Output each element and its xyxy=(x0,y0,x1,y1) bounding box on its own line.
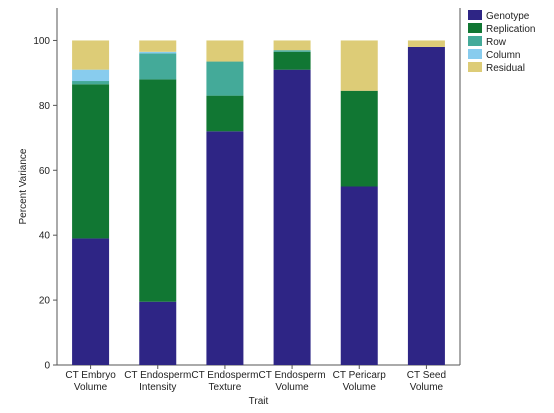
x-tick-label: Volume xyxy=(74,382,108,393)
x-tick-label: Volume xyxy=(410,382,444,393)
bar-segment-genotype xyxy=(72,238,110,365)
x-tick-label: Volume xyxy=(275,382,309,393)
bar-segment-residual xyxy=(273,40,311,51)
x-tick-label: CT Pericarp xyxy=(333,370,387,381)
legend-swatch-residual xyxy=(468,62,482,72)
bar-segment-residual xyxy=(407,40,445,47)
y-tick-label: 0 xyxy=(44,361,50,372)
legend-label-residual: Residual xyxy=(486,63,525,74)
bar-segment-residual xyxy=(72,40,110,70)
bar-segment-residual xyxy=(340,40,378,91)
legend-label-genotype: Genotype xyxy=(486,11,530,22)
y-tick-label: 80 xyxy=(39,101,51,112)
y-tick-label: 20 xyxy=(39,296,51,307)
legend-label-row: Row xyxy=(486,37,507,48)
bar-segment-genotype xyxy=(139,301,177,365)
x-axis-title: Trait xyxy=(249,396,269,407)
bar-segment-residual xyxy=(206,40,244,62)
x-tick-label: CT Endosperm xyxy=(191,370,258,381)
bar-segment-replication xyxy=(139,79,177,302)
legend: Genotype Replication Row Column Residual xyxy=(468,10,535,74)
y-tick-label: 60 xyxy=(39,166,51,177)
y-tick-label: 40 xyxy=(39,231,51,242)
bar-segment-column xyxy=(139,51,177,54)
bar-segment-genotype xyxy=(273,69,311,365)
bar-segment-residual xyxy=(139,40,177,52)
x-tick-label: CT Embryo xyxy=(65,370,116,381)
x-tick-label: Intensity xyxy=(139,382,176,393)
bar-segment-row xyxy=(206,61,244,96)
bar-segment-replication xyxy=(340,90,378,187)
bar-segment-replication xyxy=(206,95,244,132)
x-tick-label: CT Endosperm xyxy=(124,370,191,381)
bar-segment-genotype xyxy=(206,131,244,365)
bar-segment-genotype xyxy=(340,186,378,365)
bars xyxy=(72,40,445,365)
legend-swatch-row xyxy=(468,36,482,46)
axes xyxy=(56,8,461,366)
x-tick-label: CT Seed xyxy=(407,370,446,381)
y-tick-labels: 0 20 40 60 80 100 xyxy=(33,36,57,372)
legend-swatch-column xyxy=(468,49,482,59)
bar-segment-genotype xyxy=(407,46,445,365)
bar-segment-row xyxy=(72,81,110,85)
legend-swatch-replication xyxy=(468,23,482,33)
legend-label-replication: Replication xyxy=(486,24,535,35)
bar-segment-row xyxy=(139,53,177,80)
bar-segment-column xyxy=(72,69,110,82)
x-tick-label: CT Endosperm xyxy=(259,370,326,381)
bar-segment-replication xyxy=(72,84,110,239)
bar-segment-row xyxy=(273,50,311,52)
x-tick-label: Volume xyxy=(343,382,377,393)
y-axis-title: Percent Variance xyxy=(18,148,29,224)
y-tick-label: 100 xyxy=(33,36,50,47)
bar-segment-replication xyxy=(273,51,311,70)
legend-swatch-genotype xyxy=(468,10,482,20)
x-tick-label: Texture xyxy=(209,382,242,393)
legend-label-column: Column xyxy=(486,50,520,61)
